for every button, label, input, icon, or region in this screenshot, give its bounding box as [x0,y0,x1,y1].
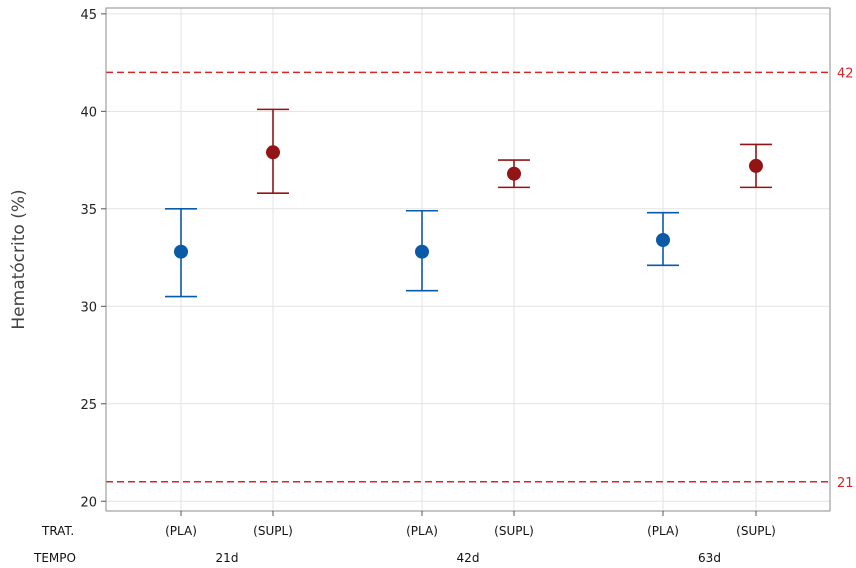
trat-row-label: TRAT. [41,524,74,538]
plot-frame [105,7,831,512]
intervals [165,108,772,298]
y-tick-label: 45 [80,8,97,23]
mean-point [415,244,429,259]
trat-category-label: (PLA) [647,524,679,538]
reference-lines: 42 21 [106,66,854,491]
tempo-group-label: 63d [698,551,721,565]
trat-category-label: (SUPL) [736,524,776,538]
y-tick-label: 25 [80,398,97,413]
trat-category-label: (SUPL) [253,524,293,538]
trat-category-label: (SUPL) [494,524,534,538]
y-tick-label: 40 [80,105,97,120]
y-tick-label: 35 [80,203,97,218]
y-axis: 20 25 30 35 40 45 [80,8,106,510]
tempo-row-label: TEMPO [33,551,76,565]
trat-category-label: (PLA) [165,524,197,538]
y-tick-label: 30 [80,300,97,315]
trat-category-label: (PLA) [406,524,438,538]
mean-point [174,244,188,259]
tempo-group-label: 42d [457,551,480,565]
mean-point [266,145,280,160]
y-tick-label: 20 [80,495,97,510]
grid-lines [106,8,830,511]
mean-point [507,166,521,181]
y-axis-label: Hematócrito (%) [9,189,29,329]
mean-point [749,158,763,173]
reference-line-label: 21 [837,476,854,491]
tempo-group-label: 21d [216,551,239,565]
mean-point [656,233,670,248]
reference-line-label: 42 [837,66,854,81]
x-axis-categories: (PLA) (SUPL) 21d (PLA) (SUPL) 42d (PLA) (SUPL) 6… [165,511,776,565]
